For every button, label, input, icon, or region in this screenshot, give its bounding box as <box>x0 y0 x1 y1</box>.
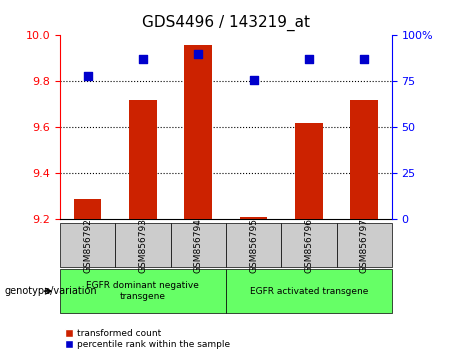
Text: genotype/variation: genotype/variation <box>5 286 97 296</box>
Bar <box>184 45 212 219</box>
Bar <box>129 100 157 219</box>
Point <box>139 57 147 62</box>
Text: EGFR activated transgene: EGFR activated transgene <box>250 287 368 296</box>
Title: GDS4496 / 143219_at: GDS4496 / 143219_at <box>142 15 310 31</box>
Point <box>361 57 368 62</box>
Bar <box>74 199 101 219</box>
Point <box>305 57 313 62</box>
Point <box>84 73 91 79</box>
Text: GSM856797: GSM856797 <box>360 218 369 273</box>
Point <box>250 77 257 82</box>
Text: GSM856796: GSM856796 <box>304 218 313 273</box>
Text: GSM856795: GSM856795 <box>249 218 258 273</box>
Text: GSM856793: GSM856793 <box>138 218 148 273</box>
Bar <box>295 123 323 219</box>
Text: GSM856792: GSM856792 <box>83 218 92 273</box>
Text: EGFR dominant negative
transgene: EGFR dominant negative transgene <box>87 281 199 301</box>
Text: GSM856794: GSM856794 <box>194 218 203 273</box>
Legend: transformed count, percentile rank within the sample: transformed count, percentile rank withi… <box>65 329 230 349</box>
Bar <box>350 100 378 219</box>
Bar <box>240 217 267 219</box>
Point <box>195 51 202 57</box>
